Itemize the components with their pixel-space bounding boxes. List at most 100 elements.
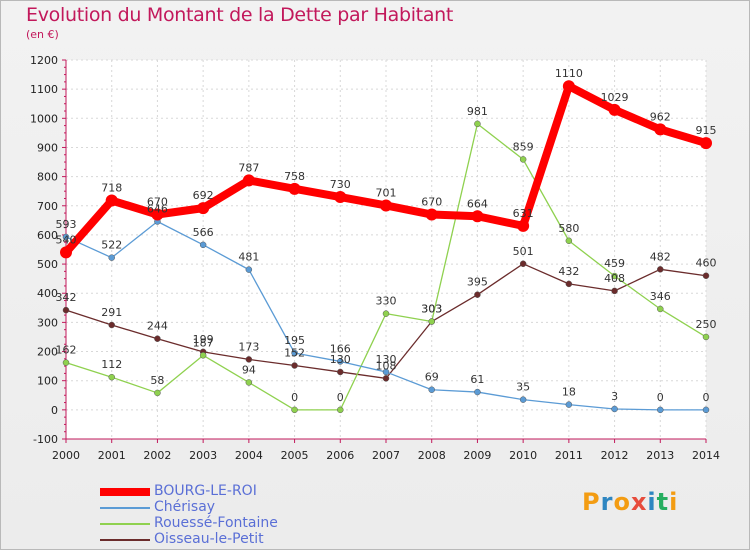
logo-letter: i (647, 488, 657, 516)
data-point (702, 272, 710, 279)
data-label: 0 (657, 391, 664, 404)
data-label: 166 (330, 342, 351, 355)
data-label: 482 (650, 250, 671, 263)
y-tick-label: 0 (51, 404, 58, 417)
data-label: 522 (101, 239, 122, 252)
x-tick-label: 2007 (372, 449, 400, 462)
x-tick-label: 2012 (601, 449, 629, 462)
chart-title: Evolution du Montant de la Dette par Hab… (26, 4, 454, 26)
x-tick-label: 2002 (143, 449, 171, 462)
data-label: 152 (284, 347, 305, 360)
legend-label: Chérisay (154, 499, 216, 515)
data-point (151, 208, 164, 221)
data-point (657, 266, 664, 273)
y-tick-label: 700 (37, 200, 58, 213)
data-point (700, 137, 712, 150)
data-point (291, 349, 298, 357)
data-label: 112 (101, 358, 122, 371)
data-label: 432 (558, 265, 579, 278)
data-label: 859 (513, 140, 534, 153)
data-label: 199 (193, 333, 214, 346)
data-label: 130 (376, 353, 397, 366)
data-point (425, 208, 438, 221)
data-point (62, 233, 70, 241)
data-label: 566 (193, 226, 214, 239)
data-point (337, 368, 344, 376)
data-label: 670 (147, 196, 168, 209)
data-label: 35 (516, 381, 530, 394)
data-point (197, 202, 210, 215)
data-label: 758 (284, 170, 305, 183)
chart-unit: (en €) (26, 28, 59, 41)
data-point (474, 120, 481, 128)
data-label: 460 (696, 257, 717, 270)
data-point (474, 388, 481, 396)
logo-letter: t (656, 488, 670, 516)
data-label: 61 (470, 373, 484, 386)
data-point (291, 362, 298, 369)
data-label: 580 (558, 222, 579, 235)
data-point (474, 291, 481, 298)
data-point (657, 406, 664, 414)
data-point (105, 194, 118, 207)
data-label: 962 (650, 110, 671, 123)
legend-swatch (100, 539, 150, 541)
data-point (245, 266, 253, 273)
data-point (108, 254, 115, 261)
data-point (108, 373, 115, 381)
data-point (154, 389, 161, 397)
x-tick-label: 2004 (235, 449, 263, 462)
data-label: 631 (513, 207, 534, 220)
data-point (199, 241, 207, 249)
y-tick-label: 400 (37, 287, 58, 300)
data-label: 18 (562, 386, 576, 399)
data-point (519, 260, 527, 268)
data-point (519, 156, 527, 163)
data-point (565, 280, 573, 288)
data-point (428, 386, 435, 393)
y-tick-label: 800 (37, 171, 58, 184)
data-point (428, 318, 435, 325)
data-label: 108 (376, 359, 397, 372)
data-label: 395 (467, 276, 488, 289)
y-tick-label: 300 (37, 316, 58, 329)
data-label: 330 (376, 295, 397, 308)
data-label: 481 (238, 251, 259, 264)
data-label: 130 (330, 353, 351, 366)
data-label: 646 (147, 203, 168, 216)
data-label: 593 (56, 218, 77, 231)
data-label: 0 (703, 391, 710, 404)
data-label: 291 (101, 306, 122, 319)
data-label: 981 (467, 105, 488, 118)
data-point (657, 305, 664, 313)
data-label: 303 (421, 303, 442, 316)
data-label: 915 (696, 124, 717, 137)
data-label: 1110 (555, 67, 583, 80)
y-tick-label: 1200 (30, 54, 58, 67)
data-point (654, 123, 667, 136)
data-point (611, 405, 618, 413)
legend-swatch (100, 523, 150, 525)
data-label: 244 (147, 320, 168, 333)
data-point (62, 359, 70, 366)
data-point (245, 356, 253, 363)
data-point (382, 375, 390, 382)
data-point (608, 103, 621, 116)
x-tick-label: 2013 (646, 449, 674, 462)
data-point (702, 333, 710, 341)
data-label: 3 (611, 390, 618, 403)
data-label: 459 (604, 257, 625, 270)
data-label: 342 (56, 291, 77, 304)
x-tick-label: 2001 (98, 449, 126, 462)
logo-letter: x (630, 488, 648, 516)
y-tick-label: 100 (37, 375, 58, 388)
legend-label: BOURG-LE-ROI (154, 483, 257, 499)
legend-swatch (100, 488, 150, 496)
logo-letter: r (600, 488, 614, 516)
logo-letter: i (669, 488, 679, 516)
data-point (108, 321, 115, 329)
data-point (471, 210, 484, 223)
data-label: 501 (513, 245, 534, 258)
data-label: 346 (650, 290, 671, 303)
data-point (562, 80, 575, 93)
